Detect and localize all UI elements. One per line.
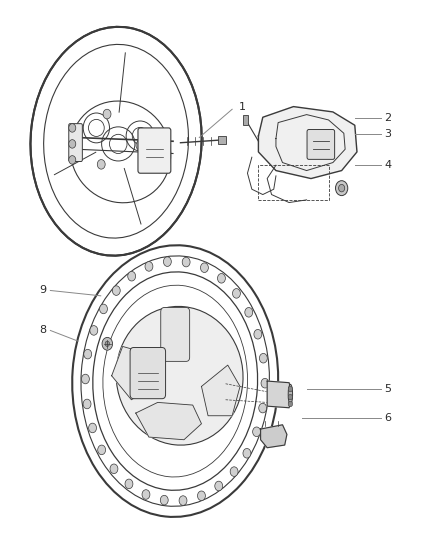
- Circle shape: [182, 257, 190, 267]
- FancyBboxPatch shape: [307, 130, 335, 159]
- FancyBboxPatch shape: [138, 128, 171, 173]
- Circle shape: [160, 495, 168, 505]
- Circle shape: [98, 445, 106, 455]
- Circle shape: [125, 479, 133, 489]
- Circle shape: [69, 156, 76, 164]
- Ellipse shape: [72, 245, 278, 517]
- Ellipse shape: [31, 27, 201, 256]
- Circle shape: [90, 326, 98, 335]
- Circle shape: [245, 308, 253, 317]
- Circle shape: [113, 286, 120, 295]
- Text: 1: 1: [239, 102, 246, 111]
- Bar: [218, 136, 226, 144]
- Circle shape: [102, 337, 113, 350]
- Ellipse shape: [116, 306, 243, 445]
- Circle shape: [97, 159, 105, 169]
- Circle shape: [259, 403, 267, 413]
- Circle shape: [83, 399, 91, 409]
- Circle shape: [288, 394, 293, 400]
- FancyBboxPatch shape: [69, 124, 82, 161]
- Circle shape: [163, 257, 171, 266]
- Text: 3: 3: [385, 130, 392, 139]
- Circle shape: [145, 262, 153, 271]
- Circle shape: [88, 423, 96, 433]
- Circle shape: [110, 464, 118, 474]
- Polygon shape: [201, 365, 240, 416]
- Bar: [258, 165, 328, 200]
- Circle shape: [288, 401, 293, 407]
- Polygon shape: [258, 107, 357, 179]
- Polygon shape: [261, 425, 287, 448]
- Circle shape: [84, 349, 92, 359]
- Text: 8: 8: [39, 326, 46, 335]
- FancyBboxPatch shape: [130, 348, 166, 399]
- Circle shape: [142, 490, 150, 499]
- Circle shape: [288, 386, 293, 392]
- Text: 9: 9: [39, 286, 46, 295]
- Circle shape: [233, 288, 240, 298]
- Circle shape: [253, 427, 261, 437]
- Circle shape: [243, 448, 251, 458]
- FancyBboxPatch shape: [161, 308, 190, 361]
- Circle shape: [259, 353, 267, 363]
- Text: 5: 5: [385, 384, 392, 394]
- Circle shape: [179, 496, 187, 505]
- Polygon shape: [136, 402, 201, 440]
- Text: 6: 6: [385, 414, 392, 423]
- Circle shape: [69, 124, 76, 132]
- Polygon shape: [267, 381, 291, 408]
- Circle shape: [99, 304, 107, 314]
- Bar: [243, 115, 248, 125]
- Circle shape: [215, 481, 223, 491]
- Circle shape: [105, 341, 110, 346]
- Circle shape: [69, 140, 76, 148]
- Circle shape: [261, 378, 269, 388]
- Circle shape: [136, 141, 144, 150]
- Ellipse shape: [288, 384, 293, 405]
- Text: 2: 2: [385, 114, 392, 123]
- Circle shape: [81, 374, 89, 384]
- Text: 4: 4: [385, 160, 392, 170]
- Circle shape: [198, 491, 205, 500]
- Polygon shape: [112, 346, 153, 400]
- Circle shape: [254, 329, 262, 339]
- Circle shape: [103, 109, 111, 119]
- Circle shape: [230, 467, 238, 477]
- Circle shape: [128, 271, 136, 281]
- Circle shape: [201, 263, 208, 272]
- Circle shape: [336, 181, 348, 196]
- Circle shape: [339, 184, 345, 192]
- Circle shape: [218, 273, 226, 283]
